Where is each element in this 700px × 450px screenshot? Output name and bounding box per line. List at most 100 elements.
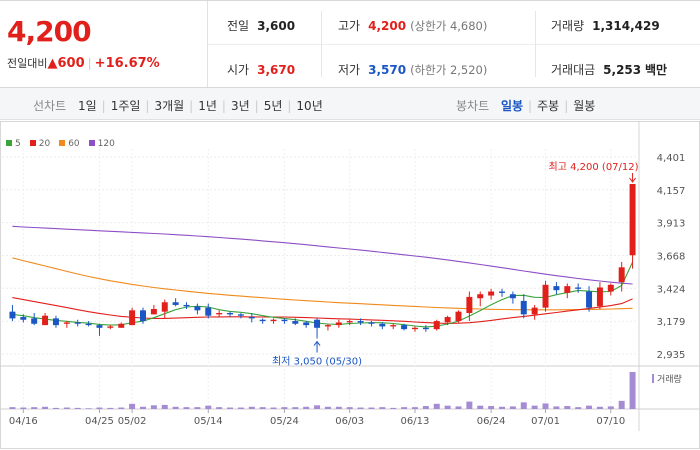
- candle-down: [52, 318, 59, 326]
- x-tick-label: 04/16: [9, 416, 38, 427]
- volume-bar: [629, 372, 636, 409]
- x-tick-label: 05/02: [118, 416, 147, 427]
- volume-bar: [411, 407, 418, 409]
- line-period-option-5[interactable]: 5년: [263, 99, 283, 113]
- ma5-line: [12, 261, 634, 328]
- volume-bar: [85, 408, 92, 409]
- volume-bar: [335, 406, 342, 409]
- volume-bar: [509, 406, 516, 409]
- volume-bar: [303, 406, 310, 409]
- option-separator: |: [145, 99, 150, 113]
- y-tick-label: 3,913: [657, 219, 686, 230]
- candle-up: [411, 327, 418, 330]
- volume-bar: [237, 407, 244, 409]
- legend-item-ma20: 20: [29, 139, 50, 149]
- ma-legend: 5 20 60 120: [6, 139, 124, 149]
- volume-bar: [161, 404, 168, 409]
- quote-stats: 전일 3,600 시가 3,670 고가 4,200 (상한가 4,680) 저가 3,5…: [208, 1, 700, 87]
- stat-value: 4,200: [368, 19, 407, 33]
- change-label: 전일대비: [7, 57, 48, 70]
- candle-down: [303, 322, 310, 326]
- option-separator: |: [221, 99, 226, 113]
- stat-label: 저가: [338, 63, 361, 77]
- candle-up: [564, 286, 571, 293]
- volume-bar: [107, 407, 114, 409]
- candle-down: [281, 319, 288, 322]
- y-tick-label: 2,935: [657, 350, 686, 361]
- line-period-option-4[interactable]: 3년: [230, 99, 250, 113]
- candle-up: [433, 321, 440, 330]
- y-tick-label: 3,179: [657, 317, 686, 328]
- candle-up: [42, 315, 49, 326]
- high-arrow-icon: [629, 177, 636, 183]
- price-chart-svg[interactable]: 4,401 4,157 3,913 3,668 3,424 3,179 2,935 04/16…: [0, 121, 700, 450]
- candle-down: [509, 294, 516, 299]
- candle-up: [629, 184, 636, 256]
- stat-label: 거래대금: [551, 63, 596, 77]
- candle-down: [74, 322, 81, 324]
- volume-bar: [248, 406, 255, 409]
- line-period-option-2[interactable]: 3개월: [154, 99, 185, 113]
- x-tick-label: 07/01: [531, 416, 560, 427]
- candle-up: [346, 321, 353, 323]
- candle-up: [477, 294, 484, 299]
- candle-down: [227, 313, 234, 315]
- volume-bar: [520, 402, 527, 409]
- stats-divider: [321, 11, 322, 77]
- candle-up: [618, 267, 625, 283]
- volume-bar: [31, 407, 38, 409]
- candle-up: [444, 317, 451, 323]
- legend-swatch: [29, 140, 36, 146]
- stat-value: 3,670: [257, 63, 296, 77]
- stat-open: 시가 3,670: [227, 61, 295, 78]
- low-arrow-icon: [313, 340, 321, 346]
- volume-bar: [9, 407, 16, 409]
- candle-down: [314, 319, 321, 328]
- legend-label: 60: [68, 139, 80, 149]
- candle-down: [172, 302, 179, 305]
- change-value: 600: [57, 56, 85, 71]
- option-separator: |: [189, 99, 194, 113]
- x-tick-label: 07/10: [596, 416, 625, 427]
- volume-bar: [390, 407, 397, 409]
- stat-trade-amount: 거래대금 5,253 백만: [551, 61, 667, 78]
- line-period-option-1[interactable]: 1주일: [110, 99, 141, 113]
- candle-period-option-1[interactable]: 주봉: [537, 99, 560, 113]
- candle-down: [20, 317, 27, 320]
- candle-up: [324, 325, 331, 327]
- candle-down: [357, 321, 364, 323]
- line-period-option-3[interactable]: 1년: [198, 99, 217, 113]
- volume-bar: [20, 407, 27, 409]
- option-separator: |: [528, 99, 533, 113]
- volume-bar: [357, 407, 364, 409]
- volume-bar: [596, 406, 603, 409]
- candle-period-option-0[interactable]: 일봉: [500, 99, 524, 113]
- candle-period-option-2[interactable]: 월봉: [573, 99, 596, 113]
- stat-unit: 백만: [644, 63, 668, 77]
- candle-up: [161, 302, 168, 312]
- up-arrow-icon: ▲: [47, 56, 58, 71]
- stat-low: 저가 3,570 (하한가 2,520): [338, 61, 487, 78]
- stat-label: 고가: [338, 19, 361, 33]
- volume-bar: [542, 403, 549, 409]
- legend-label: 120: [97, 139, 115, 149]
- stats-divider: [535, 11, 536, 77]
- volume-bar: [63, 407, 70, 409]
- volume-bar: [118, 407, 125, 409]
- candle-down: [422, 327, 429, 330]
- candle-up: [107, 326, 114, 328]
- x-tick-label: 05/24: [270, 416, 299, 427]
- volume-bar: [346, 407, 353, 409]
- stat-value: 3,600: [257, 19, 296, 33]
- volume-bar: [553, 406, 560, 409]
- stat-high: 고가 4,200 (상한가 4,680): [338, 17, 487, 34]
- candle-down: [237, 314, 244, 316]
- y-tick-label: 4,157: [657, 186, 686, 197]
- volume-bar: [150, 405, 157, 409]
- line-period-option-0[interactable]: 1일: [77, 99, 97, 113]
- candle-up: [129, 310, 136, 326]
- volume-bar: [379, 407, 386, 409]
- stats-divider: [208, 44, 700, 45]
- line-period-option-6[interactable]: 10년: [296, 99, 323, 113]
- legend-swatch: [88, 140, 95, 146]
